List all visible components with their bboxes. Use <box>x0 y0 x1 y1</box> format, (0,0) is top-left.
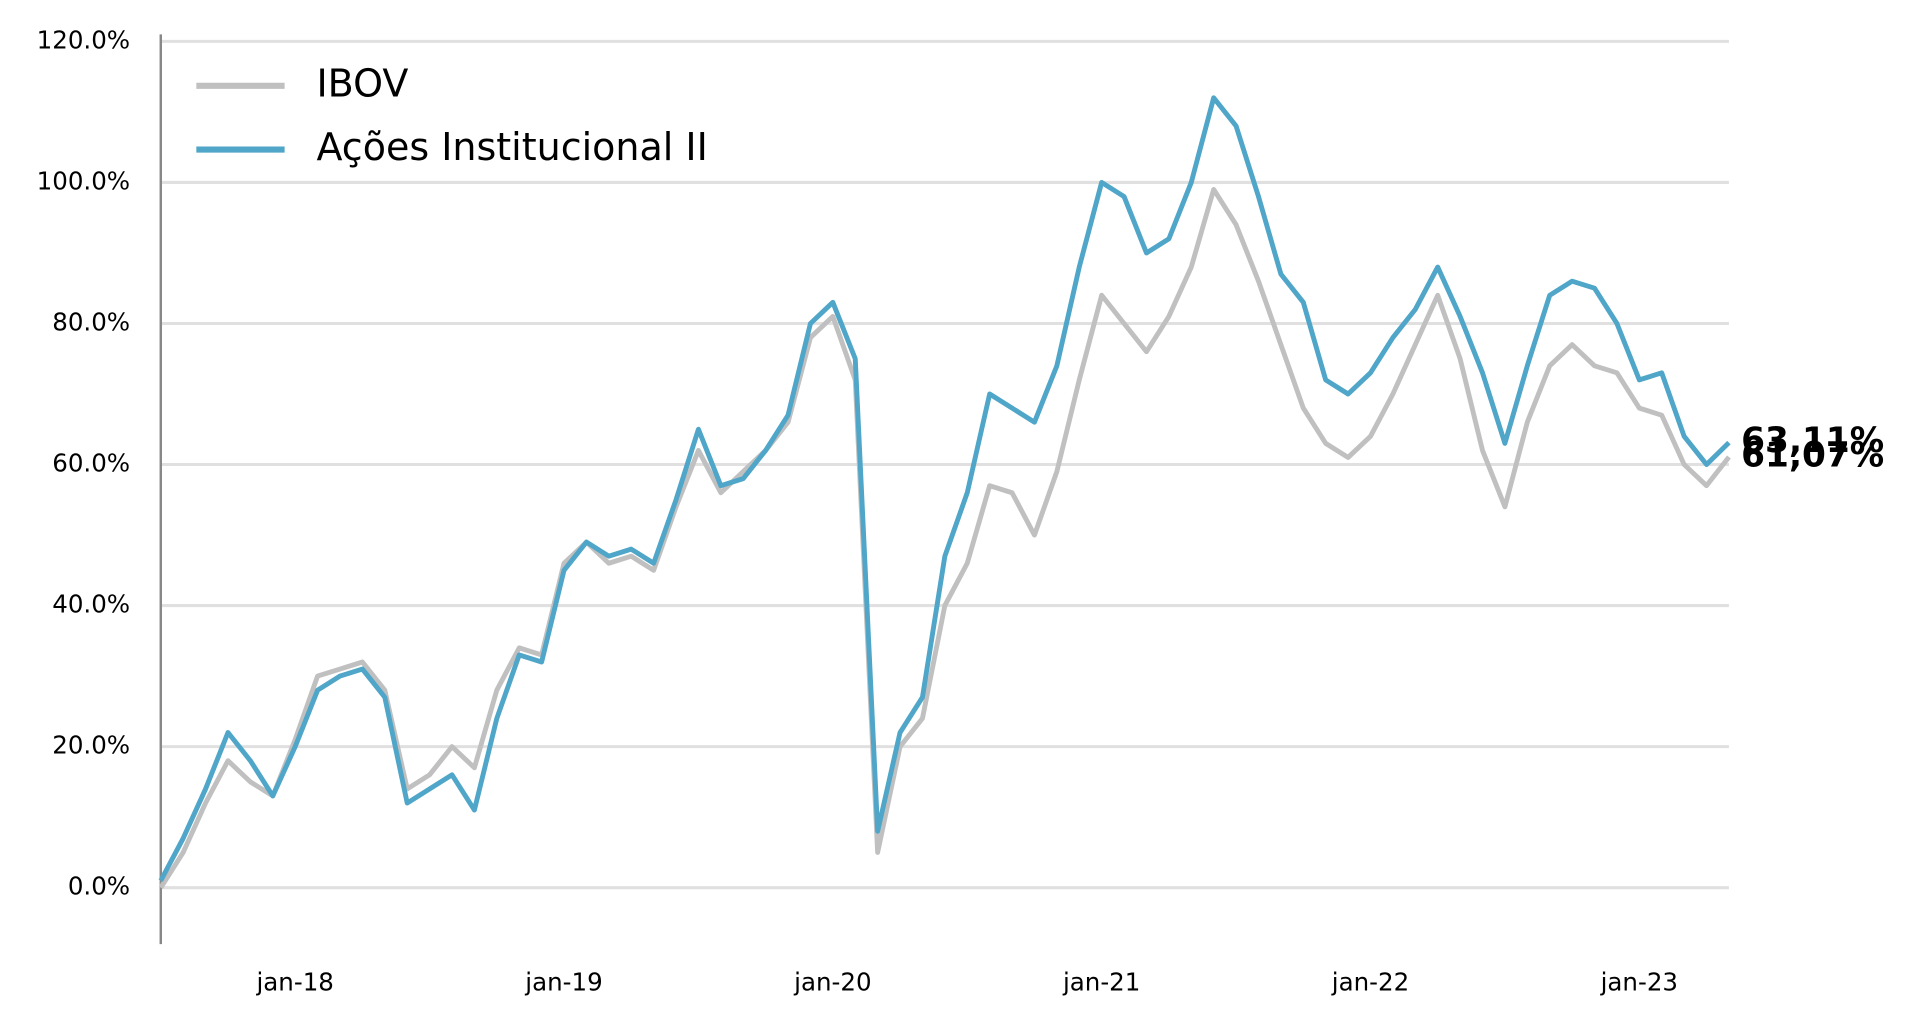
x-tick-label: jan-20 <box>793 967 871 996</box>
y-tick-label: 80.0% <box>52 307 130 336</box>
end-value-label: 63,11% <box>1741 421 1884 461</box>
y-tick-label: 120.0% <box>37 25 130 54</box>
x-tick-label: jan-23 <box>1600 967 1678 996</box>
x-tick-label: jan-19 <box>524 967 602 996</box>
x-tick-label: jan-22 <box>1331 967 1409 996</box>
y-tick-label: 100.0% <box>37 166 130 195</box>
y-tick-label: 0.0% <box>68 872 130 901</box>
legend-label: Ações Institucional II <box>316 125 707 169</box>
end-value-label: 61,07% <box>1741 435 1884 475</box>
y-tick-label: 20.0% <box>52 731 130 760</box>
x-tick-label: jan-21 <box>1062 967 1140 996</box>
legend-label: IBOV <box>316 61 408 105</box>
y-tick-label: 60.0% <box>52 449 130 478</box>
series-line <box>158 187 1731 889</box>
x-tick-label: jan-18 <box>255 967 333 996</box>
series-line <box>158 95 1731 882</box>
y-tick-label: 40.0% <box>52 590 130 619</box>
